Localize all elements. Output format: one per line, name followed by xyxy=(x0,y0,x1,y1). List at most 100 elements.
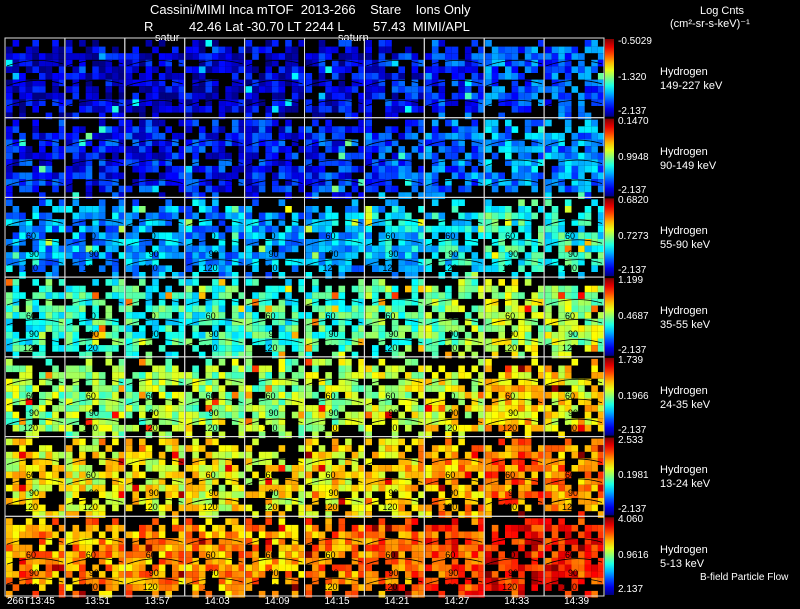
pixel-cell xyxy=(158,312,166,319)
pixel-cell xyxy=(212,185,219,193)
pitch-angle-contour xyxy=(6,219,64,226)
pixel-cell xyxy=(291,239,299,246)
pixel-cell xyxy=(145,424,153,432)
pixel-cell xyxy=(478,305,485,313)
pixel-cell xyxy=(92,239,99,246)
pixel-cell xyxy=(25,451,33,459)
pixel-cell xyxy=(291,152,299,160)
pixel-cell xyxy=(245,139,253,147)
pixel-cell xyxy=(571,258,579,266)
pixel-cell xyxy=(25,504,33,512)
pixel-cell xyxy=(591,385,598,392)
pixel-cell xyxy=(105,59,113,67)
pixel-cell xyxy=(19,557,26,565)
pixel-cell xyxy=(325,219,332,226)
pixel-cell xyxy=(132,46,139,54)
pixel-cell xyxy=(39,391,46,399)
pixel-cell xyxy=(485,418,492,425)
pixel-cell xyxy=(391,79,399,87)
pixel-cell xyxy=(291,331,299,339)
pixel-cell xyxy=(172,445,179,452)
pixel-cell xyxy=(378,40,386,47)
pixel-cell xyxy=(178,152,186,160)
pixel-cell xyxy=(285,484,292,492)
pixel-cell xyxy=(172,351,179,359)
pixel-cell xyxy=(205,418,213,425)
pixel-cell xyxy=(178,239,186,246)
pixel-cell xyxy=(518,212,525,220)
pixel-cell xyxy=(545,139,552,147)
pitch-angle-contour xyxy=(66,159,123,166)
pixel-cell xyxy=(505,292,512,299)
pixel-cell xyxy=(325,172,332,180)
pixel-cell xyxy=(145,557,153,565)
pixel-cell xyxy=(245,458,253,465)
pixel-cell xyxy=(531,159,538,166)
pixel-cell xyxy=(118,571,126,578)
pixel-cell xyxy=(385,252,392,259)
pixel-cell xyxy=(378,152,386,160)
pixel-cell xyxy=(112,484,119,492)
pixel-cell xyxy=(365,99,372,106)
pixel-cell xyxy=(165,252,172,259)
pixel-cell xyxy=(152,92,159,100)
pixel-cell xyxy=(192,106,199,113)
pixel-cell xyxy=(152,285,159,293)
pixel-cell xyxy=(425,66,432,73)
pixel-cell xyxy=(72,86,80,93)
pixel-cell xyxy=(152,491,159,498)
pixel-cell xyxy=(6,331,13,339)
pixel-cell xyxy=(58,305,66,313)
pixel-cell xyxy=(345,206,352,213)
pixel-cell xyxy=(458,431,465,439)
pixel-cell xyxy=(425,325,432,332)
pixel-cell xyxy=(451,471,459,479)
pixel-cell xyxy=(378,465,386,472)
pixel-cell xyxy=(345,445,352,452)
pixel-cell xyxy=(25,418,33,425)
pixel-cell xyxy=(139,458,146,465)
pixel-cell xyxy=(172,378,179,386)
pixel-cell xyxy=(212,46,219,54)
pixel-cell xyxy=(218,239,226,246)
image-panel xyxy=(425,438,485,518)
image-panel xyxy=(305,358,365,439)
pixel-cell xyxy=(238,292,246,299)
pixel-cell xyxy=(92,431,99,439)
pixel-cell xyxy=(378,79,386,87)
pixel-cell xyxy=(545,152,552,160)
pixel-cell xyxy=(25,305,33,313)
pixel-cell xyxy=(98,405,106,412)
pixel-cell xyxy=(418,232,425,239)
image-panel xyxy=(365,358,425,439)
pixel-cell xyxy=(145,152,153,160)
pixel-cell xyxy=(584,132,592,140)
pixel-cell xyxy=(32,451,39,459)
pixel-cell xyxy=(418,179,425,186)
pixel-cell xyxy=(145,431,153,439)
pixel-cell xyxy=(358,484,365,492)
pixel-cell xyxy=(597,59,605,67)
pixel-cell xyxy=(238,139,246,147)
pixel-cell xyxy=(145,239,153,246)
pixel-cell xyxy=(52,551,59,558)
pixel-cell xyxy=(65,59,73,67)
pixel-cell xyxy=(92,538,99,545)
pixel-cell xyxy=(172,564,179,572)
pixel-cell xyxy=(12,544,20,552)
pixel-cell xyxy=(158,232,166,239)
pitch-angle-contour xyxy=(246,239,303,246)
pixel-cell xyxy=(39,465,46,472)
pixel-cell xyxy=(25,411,33,419)
pixel-cell xyxy=(285,325,292,332)
pixel-cell xyxy=(185,92,193,100)
pixel-cell xyxy=(372,132,379,140)
pixel-cell xyxy=(45,59,53,67)
pixel-cell xyxy=(398,398,405,406)
pixel-cell xyxy=(185,126,193,133)
pixel-cell xyxy=(524,331,532,339)
pixel-cell xyxy=(571,152,579,160)
pixel-cell xyxy=(172,544,179,552)
pixel-cell xyxy=(225,504,232,512)
pixel-cell xyxy=(351,351,359,359)
